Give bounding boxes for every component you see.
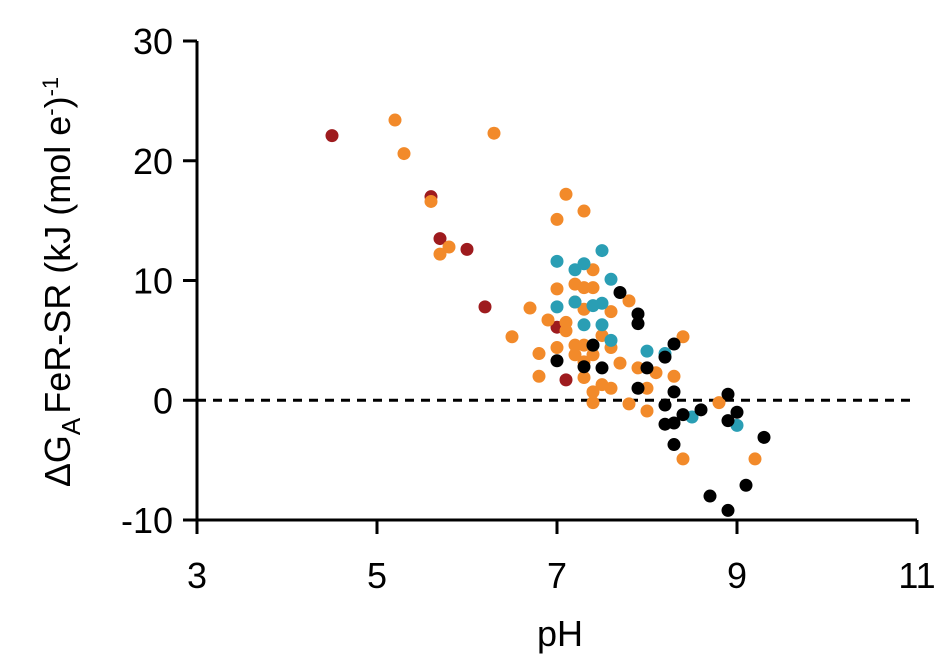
y-label-part: FeR-SR (kJ (mol e	[37, 116, 78, 414]
point	[568, 348, 582, 362]
y-tick-label: 30	[133, 21, 173, 62]
point	[541, 313, 555, 327]
point	[559, 187, 573, 201]
point	[586, 338, 600, 352]
point	[712, 396, 726, 410]
point	[667, 416, 681, 430]
point	[604, 305, 618, 319]
point	[658, 398, 672, 412]
point	[631, 361, 645, 375]
y-tick-label: 20	[133, 141, 173, 182]
point	[577, 318, 591, 332]
point	[676, 330, 690, 344]
point	[586, 396, 600, 410]
y-tick-label: 0	[153, 380, 173, 421]
y-label-sub: A	[56, 417, 86, 435]
point	[748, 452, 762, 466]
point	[703, 489, 717, 503]
point	[550, 282, 564, 296]
point	[577, 360, 591, 374]
point	[676, 408, 690, 422]
point	[433, 232, 447, 246]
point	[568, 338, 582, 352]
point	[550, 212, 564, 226]
point	[739, 478, 753, 492]
point	[613, 356, 627, 370]
point	[613, 285, 627, 299]
point	[631, 381, 645, 395]
x-tick-label: 9	[727, 555, 747, 596]
point	[595, 244, 609, 258]
point	[586, 281, 600, 295]
point	[577, 257, 591, 271]
point	[568, 295, 582, 309]
point	[523, 301, 537, 315]
point	[478, 300, 492, 314]
x-tick-label: 11	[898, 555, 935, 596]
point	[559, 373, 573, 387]
y-label-part: )	[37, 96, 78, 108]
point	[550, 254, 564, 268]
x-tick-label: 3	[187, 555, 207, 596]
point	[433, 247, 447, 261]
point	[325, 129, 339, 143]
point	[622, 397, 636, 411]
point	[388, 113, 402, 127]
point	[667, 385, 681, 399]
point	[550, 341, 564, 355]
x-tick-label: 5	[367, 555, 387, 596]
point	[721, 387, 735, 401]
point	[577, 204, 591, 218]
point	[640, 381, 654, 395]
x-axis-label: pH	[537, 613, 583, 654]
point	[640, 404, 654, 418]
point	[505, 330, 519, 344]
point	[532, 369, 546, 383]
point	[730, 405, 744, 419]
point	[424, 194, 438, 208]
y-label-sup: -	[38, 108, 63, 115]
point	[757, 430, 771, 444]
point	[460, 242, 474, 256]
point	[604, 333, 618, 347]
point	[577, 370, 591, 384]
point	[640, 344, 654, 358]
point	[667, 369, 681, 383]
point	[640, 361, 654, 375]
point	[604, 381, 618, 395]
y-label-sup: -1	[38, 77, 63, 97]
point	[559, 324, 573, 338]
point	[721, 503, 735, 517]
point	[397, 147, 411, 161]
point	[622, 294, 636, 308]
point	[667, 337, 681, 351]
point	[595, 318, 609, 332]
point	[487, 126, 501, 140]
point	[532, 347, 546, 361]
point	[721, 414, 735, 428]
point	[550, 354, 564, 368]
y-axis-label: ΔGA FeR-SR (kJ (mol e-)-1	[37, 77, 86, 487]
point	[577, 281, 591, 295]
point	[676, 452, 690, 466]
point	[604, 272, 618, 286]
point	[577, 338, 591, 352]
point	[550, 300, 564, 314]
point	[442, 240, 456, 254]
point	[631, 307, 645, 321]
y-tick-label: -10	[121, 500, 173, 541]
y-label-part: ΔG	[37, 435, 78, 487]
point	[694, 403, 708, 417]
point	[631, 317, 645, 331]
point	[595, 296, 609, 310]
point	[658, 350, 672, 364]
point	[595, 361, 609, 375]
point	[667, 438, 681, 452]
x-tick-label: 7	[547, 555, 567, 596]
y-tick-label: 10	[133, 261, 173, 302]
point	[586, 348, 600, 362]
point	[586, 385, 600, 399]
